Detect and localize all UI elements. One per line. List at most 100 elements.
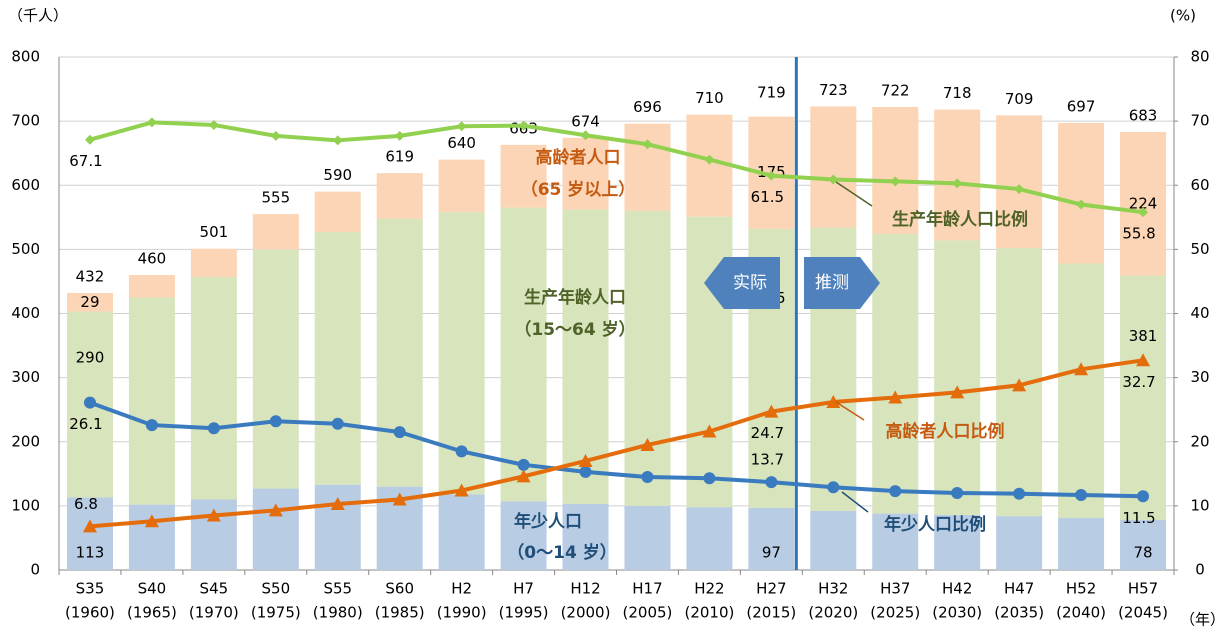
y-tick-label: 200 [11, 432, 40, 450]
x-tick-label: H22 [694, 580, 724, 598]
x-tick-sublabel: (2035) [994, 604, 1044, 622]
x-tick-label: S45 [200, 580, 229, 598]
line-marker [1074, 362, 1089, 376]
data-label: 113 [76, 544, 105, 562]
total-label: 719 [757, 83, 786, 101]
bar-segment [624, 123, 671, 211]
bar-segment [624, 505, 671, 570]
bar-segment [934, 240, 981, 515]
annotation: 生产年龄人口 [524, 287, 626, 308]
bar-segment [1058, 123, 1105, 264]
bar-segment [314, 191, 361, 233]
bar-segment [934, 109, 981, 241]
y2-tick-label: 10 [1190, 496, 1209, 514]
line-marker [268, 503, 283, 517]
x-tick-sublabel: (2040) [1056, 604, 1106, 622]
x-tick-sublabel: (2025) [870, 604, 920, 622]
total-label: 722 [881, 82, 910, 100]
x-tick-sublabel: (2000) [561, 604, 611, 622]
annotation: 年少人口比例 [884, 514, 986, 535]
line [89, 120, 1144, 215]
x-tick-label: S35 [76, 580, 105, 598]
y-tick-label: 300 [11, 368, 40, 386]
bar-segment [810, 106, 857, 228]
y2-axis-label: (%) [1170, 7, 1196, 25]
bar-segment [810, 511, 857, 570]
line-marker [208, 119, 219, 130]
bar-segment [66, 497, 113, 570]
line-marker [269, 415, 282, 428]
actual-label: 实际 [733, 273, 767, 293]
line-marker [146, 117, 157, 128]
data-label: 78 [1133, 544, 1152, 562]
total-label: 590 [323, 166, 352, 184]
line-marker [766, 170, 777, 181]
data-label: 381 [1129, 327, 1158, 345]
x-tick-sublabel: (2005) [623, 604, 673, 622]
y-tick-label: 0 [30, 561, 40, 579]
x-axis-label: （年） [1180, 611, 1225, 629]
x-tick-label: H47 [1004, 580, 1034, 598]
x-tick-label: H37 [880, 580, 910, 598]
y2-tick-label: 60 [1190, 176, 1209, 194]
line-marker [1012, 378, 1027, 392]
line-marker [950, 385, 965, 399]
total-label: 697 [1067, 98, 1096, 116]
y2-tick-label: 80 [1190, 48, 1209, 66]
line-marker [640, 437, 655, 451]
y-axis-label: （千人） [8, 7, 68, 25]
total-label: 640 [447, 134, 476, 152]
line-marker [454, 483, 469, 497]
line-marker [952, 178, 963, 189]
line-marker [1076, 199, 1087, 210]
data-label: 61.5 [751, 188, 784, 206]
line-marker [456, 121, 467, 132]
bar-segment [438, 159, 485, 213]
x-tick-label: S55 [323, 580, 352, 598]
x-tick-sublabel: (1960) [65, 604, 115, 622]
line-marker [207, 422, 220, 435]
total-label: 710 [695, 89, 724, 107]
bar-segment [438, 494, 485, 570]
bar-segment [376, 218, 423, 487]
annotation: 高龄者人口 [536, 147, 621, 168]
data-label: 6.8 [74, 495, 98, 513]
annotation: （15～64 岁） [514, 319, 635, 340]
line-marker [951, 487, 964, 500]
x-tick-label: H2 [451, 580, 472, 598]
bar-segment [1120, 519, 1167, 570]
line-marker [890, 176, 901, 187]
total-label: 432 [76, 267, 105, 285]
line-marker [270, 130, 281, 141]
annotation: 生产年龄人口比例 [892, 209, 1028, 230]
y2-tick-label: 40 [1190, 304, 1209, 322]
data-label: 290 [76, 349, 105, 367]
data-label: 11.5 [1122, 509, 1155, 527]
bar-segment [934, 514, 981, 570]
total-label: 674 [571, 112, 600, 130]
line-marker [1138, 207, 1149, 218]
y2-tick-label: 0 [1195, 561, 1205, 579]
total-label: 709 [1005, 90, 1034, 108]
bar-segment [1058, 263, 1105, 519]
x-tick-sublabel: (1990) [437, 604, 487, 622]
x-tick-sublabel: (1965) [127, 604, 177, 622]
bar-segment [190, 248, 237, 277]
line-marker [84, 134, 95, 145]
line-marker [518, 120, 529, 131]
line-marker [580, 130, 591, 141]
bar-segment [500, 144, 547, 208]
x-tick-label: H27 [756, 580, 786, 598]
line-marker [144, 514, 159, 528]
data-label: 55.8 [1122, 225, 1155, 243]
line-marker [704, 154, 715, 165]
x-tick-label: H12 [570, 580, 600, 598]
line-marker [1136, 353, 1151, 367]
x-tick-label: H17 [632, 580, 662, 598]
x-tick-sublabel: (2010) [684, 604, 734, 622]
line-marker [702, 424, 717, 438]
data-label: 13.7 [751, 451, 784, 469]
x-tick-label: S60 [385, 580, 414, 598]
line [89, 400, 1144, 499]
line-marker [1013, 487, 1026, 500]
